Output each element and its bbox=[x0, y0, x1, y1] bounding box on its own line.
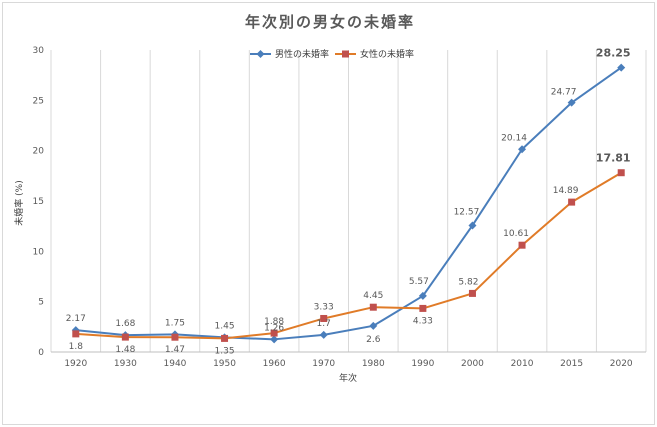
y-tick-label: 15 bbox=[33, 197, 44, 207]
x-tick-label: 1970 bbox=[312, 359, 335, 369]
data-point bbox=[171, 333, 179, 341]
y-axis-label: 未婚率 (%) bbox=[13, 180, 25, 225]
y-tick-label: 20 bbox=[33, 147, 45, 157]
data-label: 2.6 bbox=[366, 335, 381, 345]
data-label: 1.7 bbox=[317, 319, 331, 329]
data-label: 4.45 bbox=[363, 291, 383, 301]
legend-label-male: 男性の未婚率 bbox=[275, 48, 329, 60]
data-label: 5.57 bbox=[409, 277, 429, 287]
x-tick-label: 1980 bbox=[362, 359, 385, 369]
x-tick-label: 1990 bbox=[411, 359, 434, 369]
y-tick-label: 5 bbox=[38, 298, 44, 308]
data-point bbox=[320, 314, 328, 322]
data-point bbox=[518, 241, 526, 249]
x-axis-label: 年次 bbox=[339, 372, 357, 384]
series-lines bbox=[75, 66, 622, 341]
series-markers bbox=[71, 63, 626, 344]
x-tick-label: 1920 bbox=[64, 359, 87, 369]
data-label: 4.33 bbox=[413, 316, 433, 326]
data-point bbox=[468, 221, 477, 230]
data-point bbox=[617, 169, 625, 177]
x-tick-label: 2000 bbox=[461, 359, 484, 369]
data-label: 1.68 bbox=[115, 319, 135, 329]
data-point bbox=[72, 330, 80, 338]
data-label: 20.14 bbox=[501, 133, 527, 143]
data-label: 14.89 bbox=[553, 186, 579, 196]
y-tick-label: 10 bbox=[33, 247, 45, 257]
legend: 男性の未婚率 女性の未婚率 bbox=[250, 48, 414, 60]
chart-title: 年次別の男女の未婚率 bbox=[245, 13, 415, 31]
data-label: 24.77 bbox=[551, 88, 577, 98]
data-label: 1.45 bbox=[215, 321, 235, 331]
data-label: 1.26 bbox=[264, 323, 284, 333]
data-label: 17.81 bbox=[596, 152, 631, 165]
data-point bbox=[369, 321, 378, 330]
y-tick-label: 0 bbox=[38, 348, 44, 358]
data-point bbox=[319, 330, 328, 339]
data-point bbox=[617, 63, 626, 72]
x-tick-label: 2020 bbox=[610, 359, 633, 369]
data-label: 1.48 bbox=[115, 345, 135, 355]
x-tick-label: 1950 bbox=[213, 359, 236, 369]
line-chart: 年次別の男女の未婚率 0 5 10 15 20 25 30 1920 1930 1940 1950… bbox=[13, 13, 647, 384]
data-point bbox=[567, 98, 576, 107]
data-point bbox=[468, 289, 476, 297]
series-line-male bbox=[75, 66, 622, 341]
data-label: 1.75 bbox=[165, 318, 185, 328]
y-tick-label: 30 bbox=[33, 46, 45, 56]
data-label: 28.25 bbox=[596, 47, 631, 60]
data-point bbox=[568, 198, 576, 206]
data-point bbox=[270, 335, 279, 344]
data-label: 1.8 bbox=[69, 342, 84, 352]
x-tick-label: 1940 bbox=[164, 359, 187, 369]
data-point bbox=[121, 333, 129, 341]
y-tick-label: 25 bbox=[33, 96, 44, 106]
x-axis-ticks: 1920 1930 1940 1950 1960 1970 1980 1990 2000 2010… bbox=[64, 359, 633, 369]
data-label: 2.17 bbox=[66, 314, 86, 324]
data-point bbox=[419, 304, 427, 312]
series-line-female bbox=[75, 171, 622, 340]
legend-label-female: 女性の未婚率 bbox=[360, 48, 414, 60]
x-tick-label: 2015 bbox=[560, 359, 583, 369]
data-label: 1.47 bbox=[165, 345, 185, 355]
data-point bbox=[221, 334, 229, 342]
data-label: 10.61 bbox=[503, 229, 529, 239]
legend-marker-female bbox=[342, 50, 349, 58]
data-label: 1.88 bbox=[264, 317, 284, 327]
x-tick-label: 2010 bbox=[511, 359, 534, 369]
x-tick-label: 1930 bbox=[114, 359, 137, 369]
legend-marker-male bbox=[256, 50, 265, 58]
gridlines bbox=[50, 50, 647, 352]
x-tick-label: 1960 bbox=[263, 359, 286, 369]
data-point bbox=[418, 291, 427, 300]
data-labels: 2.17 1.68 1.75 1.45 1.26 1.7 2.6 5.57 12.57 20.14… bbox=[66, 47, 631, 357]
data-point bbox=[270, 329, 278, 337]
y-axis-ticks: 0 5 10 15 20 25 30 bbox=[33, 46, 45, 358]
data-label: 12.57 bbox=[454, 207, 480, 217]
data-point bbox=[369, 303, 377, 311]
data-label: 3.33 bbox=[314, 302, 334, 312]
data-label: 1.35 bbox=[215, 346, 235, 356]
data-point bbox=[518, 145, 527, 154]
data-label: 5.82 bbox=[458, 277, 478, 287]
